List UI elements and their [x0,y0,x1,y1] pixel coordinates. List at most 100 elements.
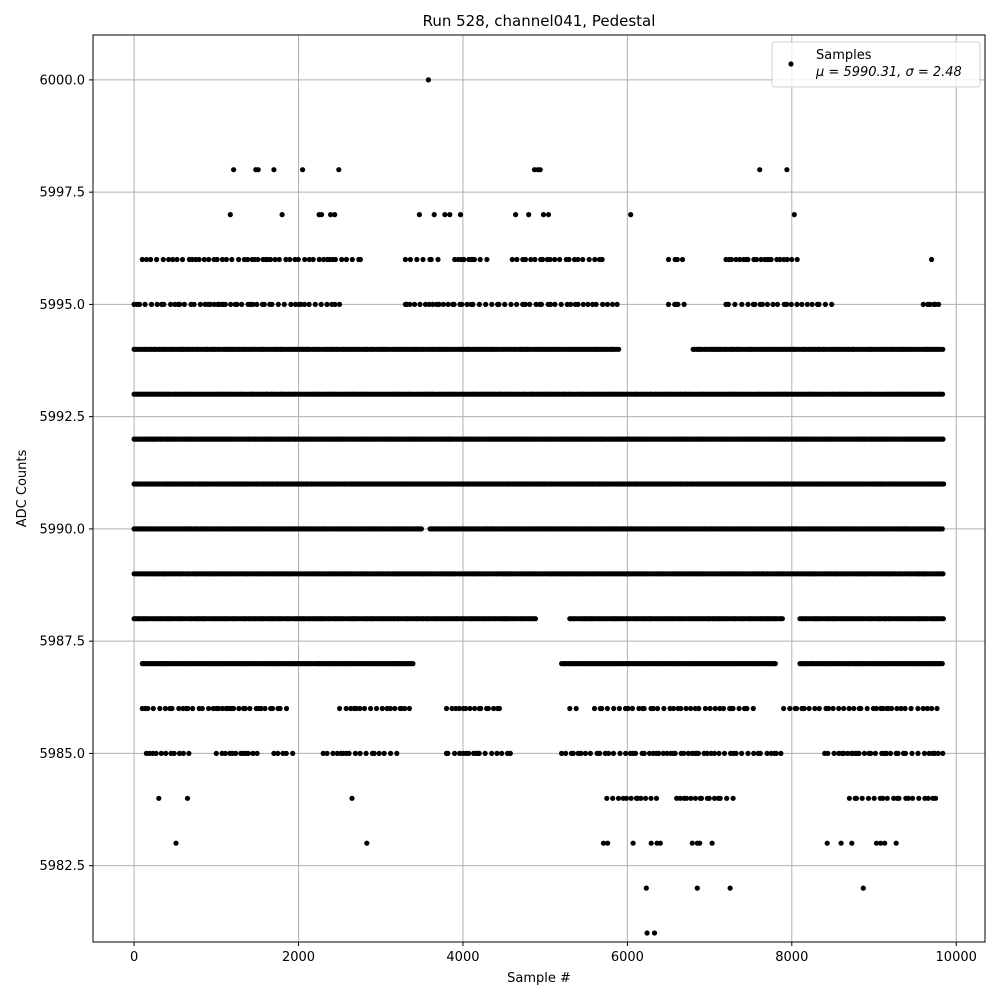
data-point [580,256,586,263]
data-point [206,705,212,712]
data-point [349,795,355,801]
data-point [694,885,700,891]
data-point [704,750,710,757]
data-point [920,301,926,307]
data-point [629,705,636,712]
data-point [476,301,482,307]
data-point [219,256,225,263]
legend-series-name: Samples [816,48,872,63]
data-point [337,705,343,712]
data-point [373,705,380,712]
data-point [806,705,812,712]
data-point [804,301,811,307]
data-point [638,795,644,801]
data-point [859,795,865,801]
data-point [171,750,177,757]
data-point [696,705,702,712]
data-point [431,212,437,218]
data-point [752,301,758,307]
data-point [357,256,363,263]
data-point [940,750,946,757]
data-point [586,256,592,263]
data-point [816,705,822,712]
data-point [941,481,947,487]
data-point [227,212,233,218]
data-point [599,705,605,712]
data-point [864,705,870,712]
data-point [368,705,374,712]
data-point [267,256,274,263]
data-point [737,256,743,263]
y-tick-label: 5997.5 [40,186,86,201]
data-point [893,840,899,846]
data-point [288,301,294,307]
data-point [471,256,477,263]
data-point [784,301,790,307]
data-point [841,750,847,757]
data-point [482,750,488,757]
data-point [799,301,805,307]
x-tick-label: 2000 [282,950,315,965]
data-point [271,750,277,757]
data-point [229,256,235,263]
data-point [793,705,800,712]
data-point [394,750,400,757]
data-point [940,616,947,622]
data-point [711,795,718,801]
data-point [219,705,225,712]
data-point [275,301,281,307]
data-point [860,885,866,891]
data-point [295,256,301,263]
data-point [665,256,672,263]
data-point [641,705,647,712]
data-point [234,301,240,307]
data-point [794,301,800,307]
data-point [830,705,836,712]
data-point [909,795,916,801]
data-point [846,705,852,712]
data-point [157,705,163,712]
data-point [924,705,931,712]
data-point [436,301,442,307]
data-point [162,705,168,712]
data-point [853,795,860,801]
data-point [925,795,931,801]
data-point [148,301,155,307]
data-point [522,301,528,307]
data-point [357,750,363,757]
data-point [646,750,653,757]
data-point [712,705,718,712]
data-point [174,256,180,263]
data-point [721,750,728,757]
data-point [207,301,213,307]
data-point [845,750,851,757]
data-point [176,750,183,757]
data-point [597,750,603,757]
data-point [927,301,933,307]
data-point [894,705,900,712]
data-point [180,750,186,757]
data-point [578,750,584,757]
data-point [269,301,275,307]
data-point [467,705,473,712]
data-point [330,750,336,757]
data-point [858,705,864,712]
data-point [784,256,790,263]
data-point [757,750,763,757]
data-point [489,301,495,307]
data-point [459,301,465,307]
data-point [940,391,946,397]
data-point [452,750,458,757]
data-point [891,795,897,801]
data-point [216,705,222,712]
data-point [158,750,164,757]
data-point [604,795,610,801]
data-point [254,301,260,307]
data-point [895,750,901,757]
data-point [650,705,656,712]
data-point [824,840,830,846]
data-point [630,840,636,846]
data-point [563,750,569,757]
data-point [604,301,611,307]
